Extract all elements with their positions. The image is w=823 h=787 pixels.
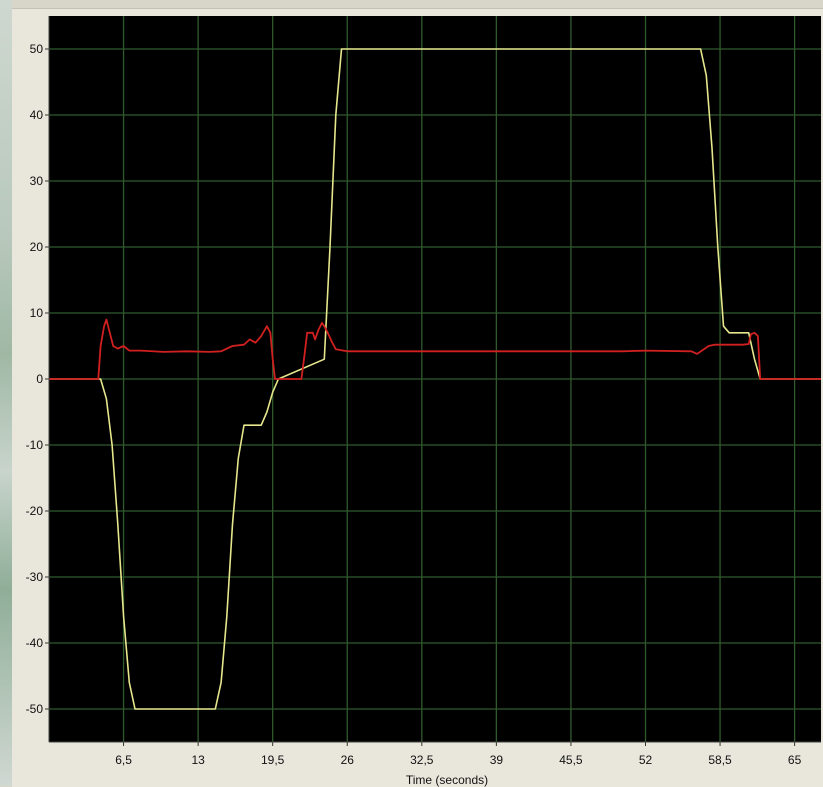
x-tick-label: 58,5 (708, 753, 732, 767)
y-tick-label: -50 (26, 702, 44, 716)
left-background-strip (0, 0, 12, 786)
x-tick-label: 52 (639, 753, 653, 767)
x-tick-label: 19,5 (261, 753, 285, 767)
y-tick-label: -40 (26, 636, 44, 650)
series-line-1 (49, 48, 821, 710)
y-tick-label: 10 (30, 306, 44, 320)
series-line-2 (49, 318, 821, 380)
y-tick-label: 50 (30, 42, 44, 56)
y-tick-label: 40 (30, 108, 44, 122)
series-layer (49, 48, 821, 710)
y-tick-label: 0 (36, 372, 43, 386)
x-tick-label: 6,5 (115, 753, 132, 767)
x-tick-label: 39 (490, 753, 504, 767)
x-tick-label: 65 (788, 753, 802, 767)
x-tick-label: 45,5 (559, 753, 583, 767)
axis-layer: -50 -40 -30 -20 -10 0 10 20 30 40 50 6,5 13 19,5 26 32,… (26, 16, 821, 767)
chart-frame: -50 -40 -30 -20 -10 0 10 20 30 40 50 6,5 13 19,5 26 32,… (12, 8, 823, 787)
x-tick-label: 13 (191, 753, 205, 767)
y-tick-label: -30 (26, 570, 44, 584)
line-chart: -50 -40 -30 -20 -10 0 10 20 30 40 50 6,5 13 19,5 26 32,… (26, 16, 821, 787)
y-tick-label: -10 (26, 438, 44, 452)
x-tick-label: 26 (341, 753, 355, 767)
y-tick-label: 20 (30, 240, 44, 254)
y-tick-label: 30 (30, 174, 44, 188)
x-tick-label: 32,5 (410, 753, 434, 767)
y-tick-label: -20 (26, 504, 44, 518)
x-axis-label: Time (seconds) (406, 773, 488, 787)
